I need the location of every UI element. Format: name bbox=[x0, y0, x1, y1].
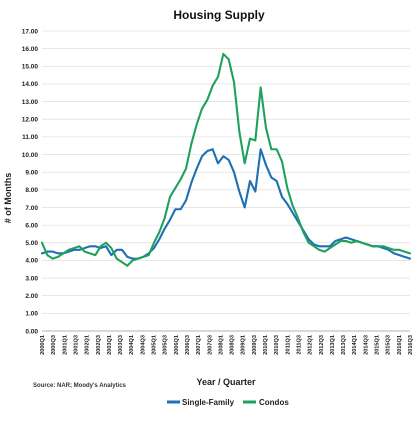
x-tick-label: 2010Q1 bbox=[263, 335, 269, 355]
x-tick-label: 2003Q1 bbox=[107, 335, 113, 355]
x-tick-label: 2014Q3 bbox=[363, 335, 369, 355]
x-tick-label: 2014Q1 bbox=[352, 335, 358, 355]
legend-label-single-family: Single-Family bbox=[182, 398, 235, 407]
x-tick-label: 2004Q3 bbox=[140, 335, 146, 355]
legend: Single-Family Condos bbox=[167, 398, 289, 407]
y-tick-label: 12.00 bbox=[22, 117, 39, 124]
series-line-single-family bbox=[40, 148, 412, 260]
x-axis-ticks: 2000Q1 2000Q3 2001Q1 2001Q3 2002Q1 2002Q3 2003… bbox=[40, 335, 414, 355]
x-tick-label: 2003Q3 bbox=[118, 335, 124, 355]
y-tick-label: 7.00 bbox=[25, 205, 38, 212]
y-tick-label: 1.00 bbox=[25, 311, 38, 318]
x-tick-label: 2008Q1 bbox=[218, 335, 224, 355]
x-axis-label: Year / Quarter bbox=[196, 377, 256, 387]
y-tick-label: 17.00 bbox=[22, 28, 39, 35]
x-tick-label: 2002Q1 bbox=[85, 335, 91, 355]
x-tick-label: 2001Q3 bbox=[73, 335, 79, 355]
x-tick-label: 2007Q1 bbox=[196, 335, 202, 355]
y-tick-label: 3.00 bbox=[25, 275, 38, 282]
x-tick-label: 2005Q3 bbox=[163, 335, 169, 355]
x-tick-label: 2007Q3 bbox=[207, 335, 213, 355]
x-tick-label: 2001Q1 bbox=[62, 335, 68, 355]
x-tick-label: 2015Q1 bbox=[375, 335, 381, 355]
series-lines bbox=[40, 52, 412, 267]
x-tick-label: 2009Q3 bbox=[252, 335, 258, 355]
y-tick-label: 11.00 bbox=[22, 134, 38, 141]
x-tick-label: 2004Q1 bbox=[129, 335, 135, 355]
y-tick-label: 10.00 bbox=[22, 152, 39, 159]
y-tick-label: 5.00 bbox=[25, 240, 38, 247]
x-tick-label: 2016Q1 bbox=[397, 335, 403, 355]
y-axis-label: # of Months bbox=[3, 173, 13, 224]
y-tick-label: 4.00 bbox=[25, 258, 38, 265]
source-note: Source: NAR; Moody's Analytics bbox=[33, 383, 127, 389]
x-tick-label: 2006Q1 bbox=[174, 335, 180, 355]
y-tick-label: 0.00 bbox=[25, 328, 38, 335]
x-tick-label: 2002Q3 bbox=[96, 335, 102, 355]
y-tick-label: 6.00 bbox=[25, 222, 38, 229]
x-tick-label: 2011Q3 bbox=[296, 335, 302, 355]
x-tick-label: 2009Q1 bbox=[241, 335, 247, 355]
x-tick-label: 2011Q1 bbox=[285, 335, 291, 355]
y-tick-label: 8.00 bbox=[25, 187, 38, 194]
y-tick-label: 2.00 bbox=[25, 293, 38, 300]
x-tick-label: 2015Q3 bbox=[386, 335, 392, 355]
x-tick-label: 2012Q1 bbox=[308, 335, 314, 355]
y-tick-label: 14.00 bbox=[22, 81, 39, 88]
x-tick-label: 2008Q3 bbox=[230, 335, 236, 355]
x-tick-label: 2000Q1 bbox=[40, 335, 46, 355]
x-tick-label: 2013Q1 bbox=[330, 335, 336, 355]
legend-label-condos: Condos bbox=[259, 398, 289, 407]
series-line-condos bbox=[40, 52, 412, 267]
x-tick-label: 2016Q3 bbox=[408, 335, 414, 355]
chart-title: Housing Supply bbox=[173, 8, 265, 22]
grid-lines bbox=[42, 30, 410, 314]
x-tick-label: 2006Q3 bbox=[185, 335, 191, 355]
y-tick-label: 16.00 bbox=[22, 46, 39, 53]
x-tick-label: 2005Q1 bbox=[152, 335, 158, 355]
x-tick-label: 2012Q3 bbox=[319, 335, 325, 355]
y-axis-ticks: 0.00 1.00 2.00 3.00 4.00 5.00 6.00 7.00 8.00 9.00… bbox=[22, 28, 39, 335]
y-tick-label: 13.00 bbox=[22, 99, 39, 106]
x-tick-label: 2000Q3 bbox=[51, 335, 57, 355]
y-tick-label: 15.00 bbox=[22, 64, 39, 71]
x-tick-label: 2013Q3 bbox=[341, 335, 347, 355]
x-tick-label: 2010Q3 bbox=[274, 335, 280, 355]
y-tick-label: 9.00 bbox=[25, 169, 38, 176]
